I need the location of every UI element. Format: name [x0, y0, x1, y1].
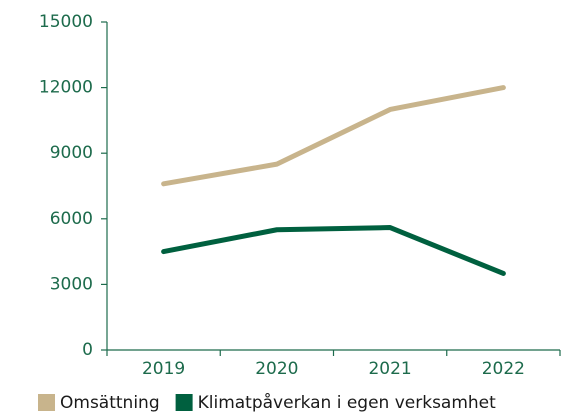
series-line	[161, 85, 506, 187]
x-tick-label: 2020	[255, 359, 298, 379]
y-tick-label: 15000	[39, 12, 93, 32]
y-tick-label: 12000	[39, 78, 93, 98]
legend-swatch	[175, 394, 193, 411]
x-tick-label: 2022	[482, 359, 525, 379]
series-line	[161, 225, 506, 276]
x-tick-label: 2021	[368, 359, 411, 379]
legend-label: Omsättning	[60, 393, 160, 413]
y-tick-label: 0	[82, 340, 93, 360]
legend-swatch	[38, 394, 55, 411]
legend-label: Klimatpåverkan i egen verksamhet	[198, 392, 497, 413]
y-tick-label: 9000	[50, 143, 93, 163]
y-tick-label: 3000	[50, 274, 93, 294]
x-tick-label: 2019	[142, 359, 185, 379]
y-tick-label: 6000	[50, 209, 93, 229]
legend: Omsättning Klimatpåverkan i egen verksamh…	[38, 392, 496, 413]
